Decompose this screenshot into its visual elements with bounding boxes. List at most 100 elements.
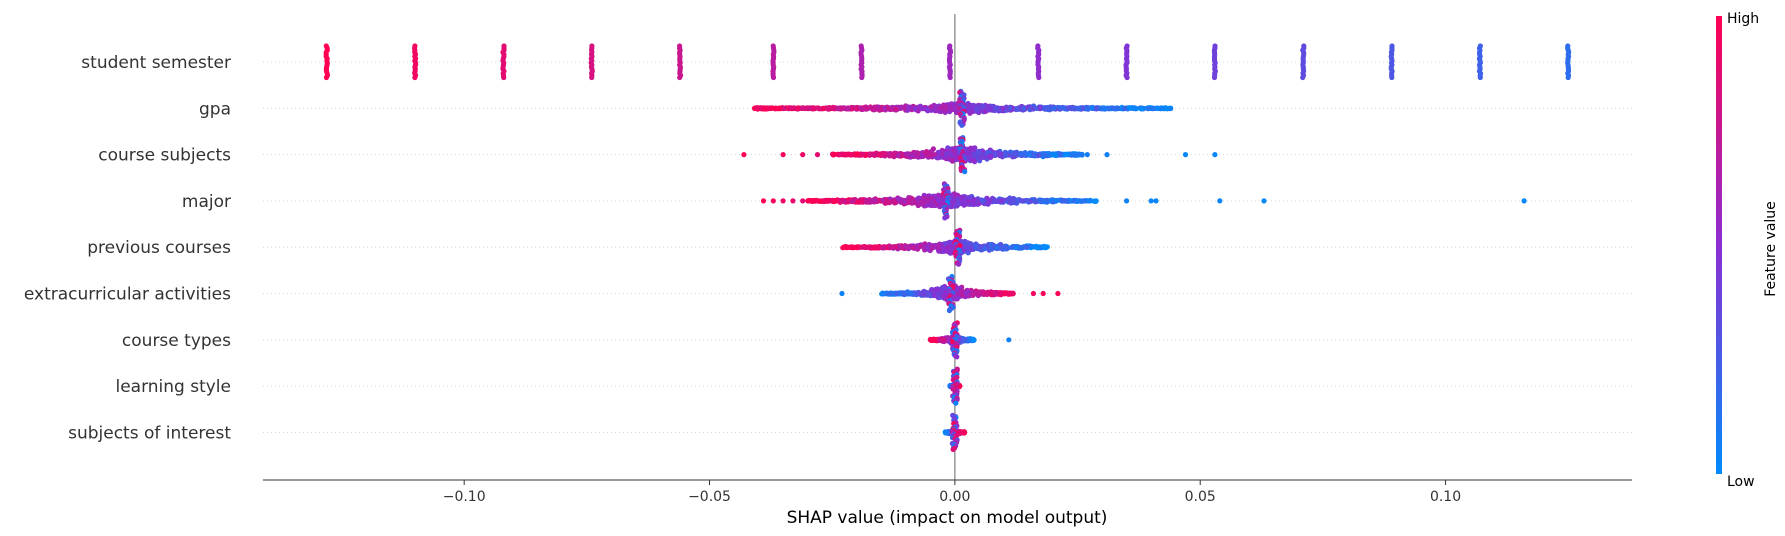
shap-point	[866, 244, 872, 250]
shap-point	[760, 198, 767, 204]
shap-point	[939, 151, 945, 157]
shap-point	[954, 354, 960, 360]
shap-point	[757, 105, 764, 111]
shap-point	[992, 291, 999, 297]
shap-point	[412, 74, 418, 81]
shap-point	[907, 290, 914, 296]
shap-point	[938, 105, 944, 111]
shap-point	[942, 215, 948, 221]
shap-point	[912, 150, 918, 156]
shap-point	[978, 154, 985, 160]
shap-point	[589, 74, 595, 81]
shap-point	[800, 152, 806, 158]
shap-point	[1139, 106, 1145, 112]
shap-point	[1010, 290, 1016, 296]
shap-point	[1042, 152, 1048, 158]
shap-point	[1182, 152, 1189, 158]
shap-point	[1009, 197, 1015, 203]
shap-point	[770, 74, 777, 81]
shap-point	[860, 106, 866, 112]
shap-point	[1110, 105, 1116, 111]
shap-point	[1261, 198, 1267, 204]
shap-point	[925, 290, 931, 296]
shap-point	[959, 194, 965, 200]
shap-point	[1070, 198, 1077, 204]
shap-point	[932, 337, 938, 343]
shap-point	[1161, 105, 1167, 112]
shap-point	[959, 122, 965, 128]
shap-point	[790, 198, 796, 204]
shap-point	[967, 146, 974, 152]
shap-point	[947, 74, 953, 81]
shap-point	[988, 106, 994, 112]
shap-point	[780, 152, 786, 158]
shap-point	[1094, 106, 1100, 112]
shap-point	[1013, 244, 1019, 250]
shap-point	[800, 198, 806, 204]
shap-point	[780, 198, 786, 204]
shap-point	[816, 106, 822, 112]
shap-point	[979, 198, 985, 204]
shap-point	[953, 203, 959, 209]
shap-point	[880, 291, 886, 297]
shap-point	[1477, 74, 1483, 81]
shap-point	[943, 103, 949, 110]
shap-point	[976, 290, 982, 296]
shap-point	[919, 153, 925, 159]
shap-point	[1051, 105, 1057, 111]
shap-point	[880, 245, 886, 251]
shap-point	[1212, 152, 1218, 158]
shap-point	[889, 152, 895, 158]
shap-point	[807, 105, 813, 111]
shap-point	[1521, 198, 1527, 204]
shap-point	[846, 151, 852, 157]
shap-point	[982, 246, 988, 252]
shap-point	[1013, 151, 1019, 157]
shap-point	[869, 199, 875, 205]
shap-point	[1565, 74, 1571, 81]
shap-point	[883, 198, 890, 204]
shap-point	[927, 152, 934, 158]
shap-point	[1064, 151, 1070, 158]
shap-point	[934, 155, 940, 161]
shap-point	[677, 74, 683, 81]
shap-point	[997, 153, 1003, 159]
shap-point	[799, 105, 805, 111]
shap-point	[905, 107, 911, 113]
shap-point	[1045, 152, 1052, 158]
shap-point	[976, 148, 983, 154]
shap-point	[1145, 106, 1151, 112]
shap-point	[741, 152, 747, 158]
shap-point	[1040, 290, 1046, 297]
shap-point	[987, 198, 993, 204]
shap-point	[1029, 106, 1036, 112]
shap-point	[948, 106, 954, 112]
shap-point	[769, 105, 775, 111]
shap-point	[1064, 198, 1071, 204]
shap-point	[861, 244, 868, 250]
shap-point	[864, 105, 870, 111]
shap-point	[900, 290, 906, 297]
shap-point	[1124, 198, 1130, 204]
shap-point	[876, 152, 882, 158]
shap-point	[906, 151, 912, 157]
shap-point	[933, 286, 939, 292]
shap-point	[1003, 152, 1009, 159]
shap-point	[1037, 104, 1043, 110]
shap-point	[963, 290, 969, 296]
shap-point	[848, 244, 854, 250]
shap-point	[962, 337, 968, 343]
shap-point	[1052, 152, 1058, 158]
shap-point	[987, 153, 993, 159]
shap-point	[893, 106, 899, 112]
shap-point	[903, 244, 909, 250]
shap-point	[867, 151, 873, 157]
shap-point	[973, 106, 980, 112]
shap-point	[997, 107, 1003, 113]
shap-point	[891, 199, 898, 205]
shap-point	[976, 246, 982, 252]
shap-point	[928, 104, 934, 110]
shap-point	[1020, 198, 1026, 204]
shap-point	[1104, 152, 1110, 158]
